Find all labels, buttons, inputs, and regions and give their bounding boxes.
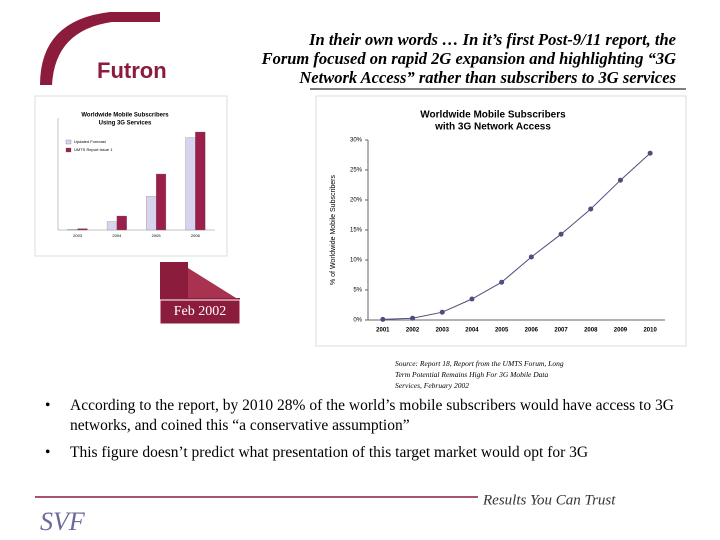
bullet: • According to the report, by 2010 28% of… <box>45 396 715 436</box>
chart-title: Worldwide Mobile Subscribers <box>420 110 566 121</box>
data-line <box>382 152 651 320</box>
x-tick-label: 2006 <box>191 233 201 238</box>
y-tick-label: 15% <box>350 228 363 234</box>
date-arrow-head <box>188 268 236 298</box>
x-tick-label: 2003 <box>436 328 450 334</box>
legend-label: Updated Forecast <box>74 139 107 144</box>
data-point <box>499 279 505 285</box>
logo-text: Futron <box>97 58 167 83</box>
bar <box>146 196 157 231</box>
y-tick-label: 30% <box>350 138 363 144</box>
thumb-title: Using 3G Services <box>99 121 152 127</box>
x-tick-label: 2001 <box>376 328 390 334</box>
bar <box>106 221 118 231</box>
bullet-dot: • <box>45 444 51 461</box>
x-tick-label: 2006 <box>525 328 539 334</box>
y-tick-label: 25% <box>350 168 363 174</box>
bullet-dot: • <box>45 397 51 414</box>
y-tick-label: 20% <box>350 198 363 204</box>
x-tick-label: 2010 <box>643 328 657 334</box>
x-tick-label: 2004 <box>112 233 122 238</box>
x-tick-label: 2004 <box>465 328 479 334</box>
y-tick-label: 5% <box>353 288 362 294</box>
x-tick-label: 2003 <box>73 233 83 238</box>
slide-title: In their own words … In it’s first Post-… <box>308 30 676 49</box>
data-point <box>439 309 445 315</box>
data-point <box>410 315 416 321</box>
x-tick-label: 2007 <box>554 328 568 334</box>
x-tick-label: 2009 <box>614 328 628 334</box>
chart-frame <box>315 95 687 347</box>
x-tick-label: 2002 <box>406 328 420 334</box>
thumb-title: Worldwide Mobile Subscribers <box>81 113 169 119</box>
source-note: Source: Report 18, Report from the UMTS … <box>395 359 564 390</box>
data-point <box>617 177 623 183</box>
legend-swatch <box>65 139 72 145</box>
y-axis-label: % of Worldwide Mobile Subscribers <box>330 175 337 285</box>
data-point <box>588 206 594 212</box>
bullet-text: According to the report, by 2010 28% of … <box>70 397 674 434</box>
x-tick-label: 2008 <box>584 328 598 334</box>
bullet: • This figure doesn’t predict what presen… <box>45 443 715 463</box>
date-label: Feb 2002 <box>174 304 227 319</box>
bar <box>116 215 127 231</box>
data-point <box>380 316 386 322</box>
y-tick-label: 0% <box>353 318 362 324</box>
x-tick-label: 2005 <box>495 328 509 334</box>
footer-tagline: Results You Can Trust <box>482 492 616 508</box>
legend-swatch <box>65 147 72 153</box>
data-point <box>647 150 653 156</box>
bar <box>67 229 78 231</box>
slide-title: Forum focused on rapid 2G expansion and … <box>261 49 677 68</box>
data-point <box>469 296 475 302</box>
legend-label: UMTS Report Issue 1 <box>74 147 113 152</box>
slide-title: Network Access” rather than subscribers … <box>298 68 676 87</box>
data-point <box>558 231 564 237</box>
footer-logo: SVF <box>40 507 86 536</box>
logo-swoosh <box>40 12 160 85</box>
bar <box>195 131 206 231</box>
bar <box>155 173 167 231</box>
data-point <box>528 254 534 260</box>
bar <box>185 137 196 231</box>
x-tick-label: 2005 <box>152 233 162 238</box>
y-tick-label: 10% <box>350 258 363 264</box>
bar <box>77 228 88 231</box>
bullet-text: This figure doesn’t predict what present… <box>70 444 589 461</box>
date-box <box>159 299 241 325</box>
chart-title: with 3G Network Access <box>434 122 551 133</box>
